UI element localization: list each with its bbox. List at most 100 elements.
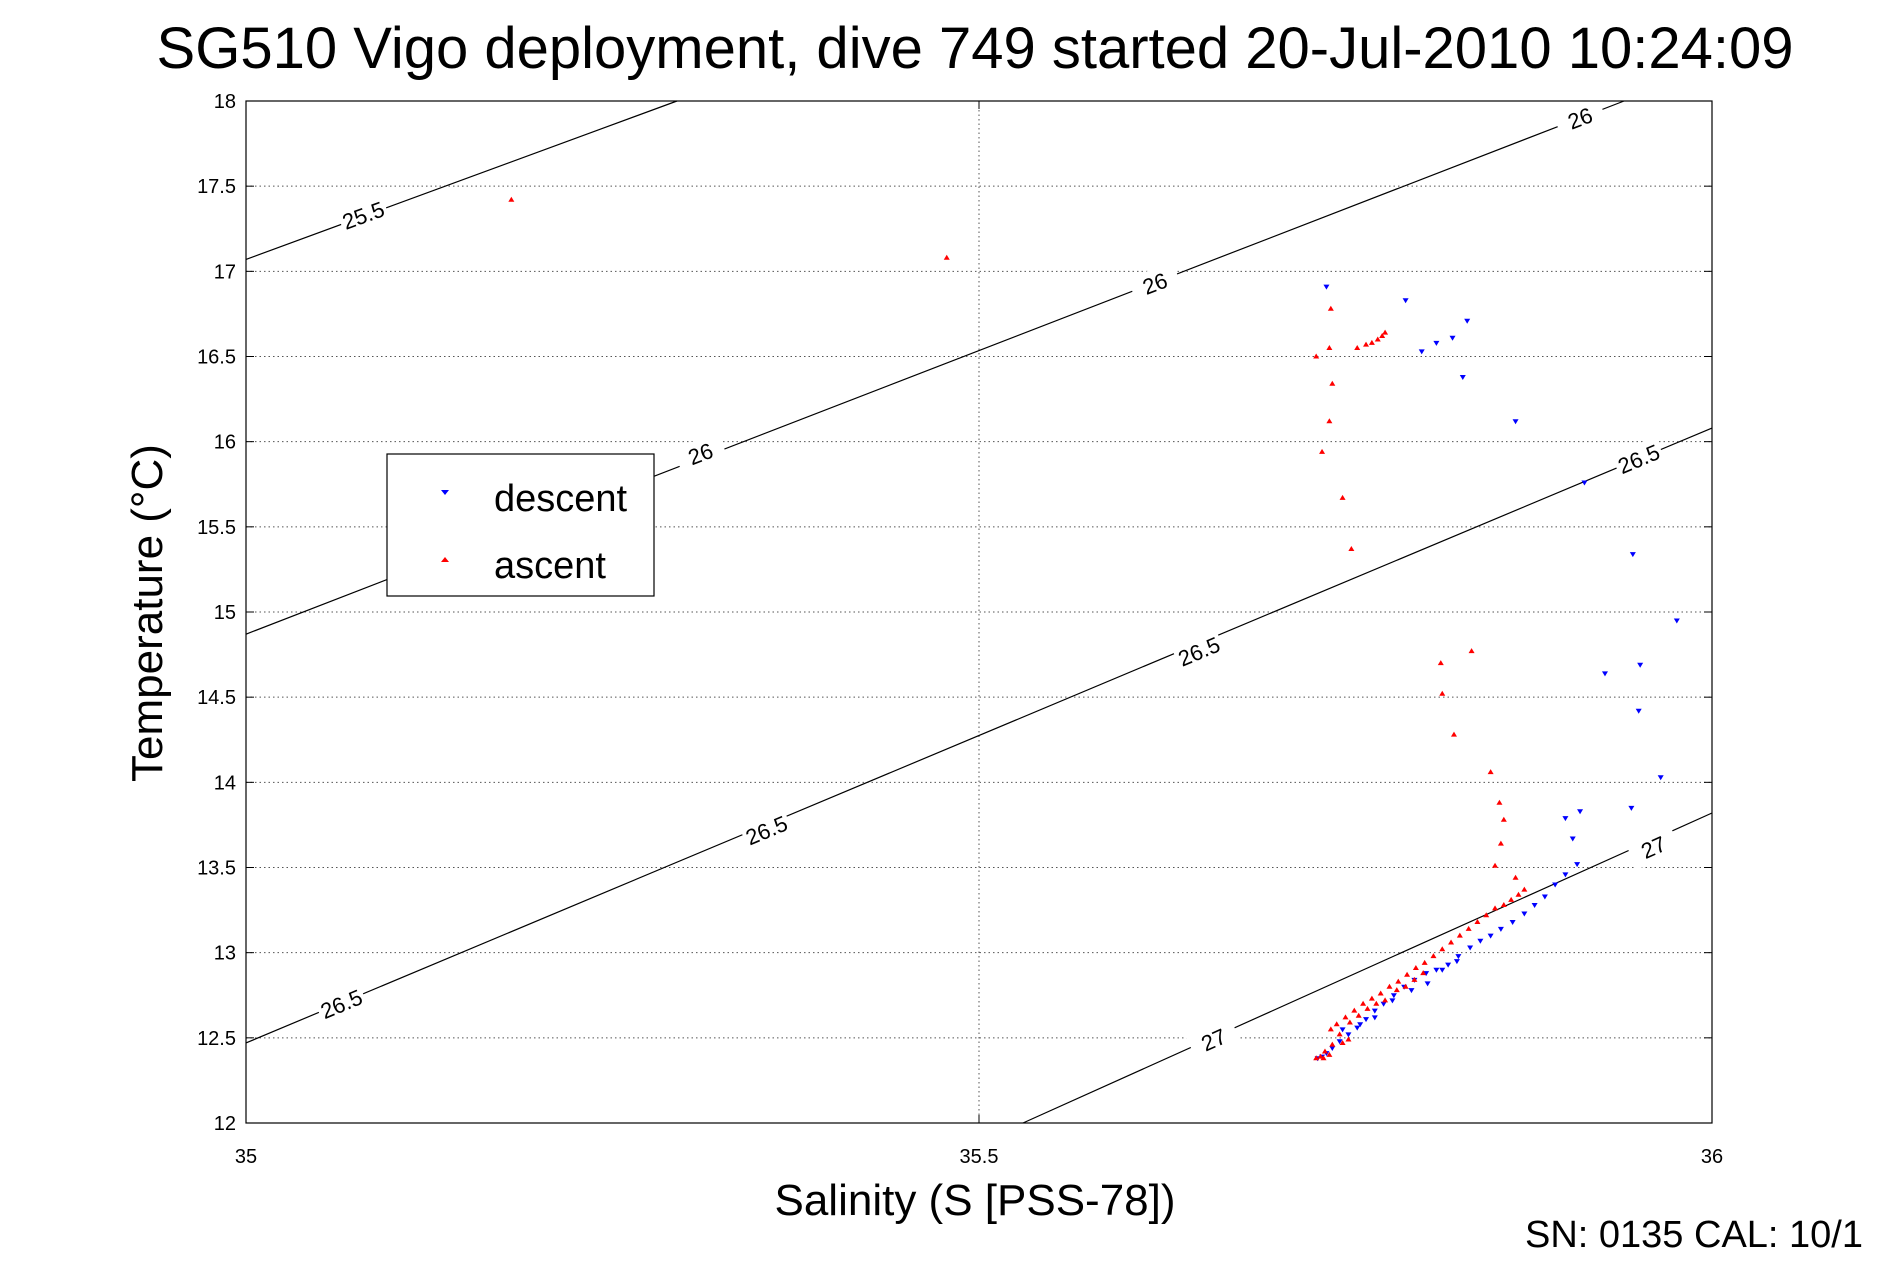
descent-point [1418, 349, 1425, 355]
ascent-point [1395, 978, 1402, 984]
ascent-point [1448, 939, 1455, 945]
descent-point [1339, 1027, 1346, 1033]
ascent-point [1360, 1000, 1367, 1006]
ascent-point [1377, 990, 1384, 996]
ascent-point [1468, 648, 1475, 654]
grid [245, 100, 1713, 1124]
ascent-point [1374, 336, 1381, 342]
ascent-point [1329, 1041, 1336, 1047]
descent-point [1467, 945, 1474, 951]
legend-box [386, 453, 655, 597]
ascent-point [1339, 494, 1346, 500]
ascent-point [1515, 891, 1522, 897]
ascent-point [1508, 896, 1515, 902]
ascent-point [1492, 905, 1499, 911]
descent-point [1453, 959, 1460, 965]
contour-label-bg [673, 431, 728, 476]
descent-point [1329, 1046, 1336, 1052]
descent-point [1357, 1022, 1364, 1028]
descent-point [1363, 1017, 1370, 1023]
axis-ticks: 12 12.5 13 13.5 14 14.5 15 15.5 16 16.5 17 17.5 18 35… [197, 91, 1723, 1168]
y-axis-label: Temperature (°C) [123, 444, 172, 782]
chart-title: SG510 Vigo deployment, dive 749 started … [157, 16, 1794, 81]
descent-point [1521, 911, 1528, 917]
ascent-point [1382, 997, 1389, 1003]
descent-point [1449, 335, 1456, 341]
descent-point [1531, 902, 1538, 908]
ascent-point [1474, 919, 1481, 925]
descent-point [1569, 836, 1576, 842]
ascent-point [1319, 448, 1326, 454]
data-points [508, 196, 1680, 1062]
ascent-point [1351, 1007, 1358, 1013]
descent-point [1574, 862, 1581, 868]
descent-point [1477, 938, 1484, 944]
ascent-point [1487, 769, 1494, 775]
contour-label-bg [1127, 261, 1183, 305]
ascent-point [1386, 983, 1393, 989]
descent-point [1433, 340, 1440, 346]
ascent-point [508, 196, 515, 202]
serial-calibration-text: SN: 0135 CAL: 10/1 [1525, 1214, 1863, 1256]
y-tick-label: 15.5 [197, 517, 236, 539]
ascent-point [1492, 862, 1499, 868]
descent-point [1424, 981, 1431, 987]
contour-label-bg [1185, 1016, 1242, 1063]
contour-line-26.5 [245, 427, 1713, 1044]
descent-point [1455, 954, 1462, 960]
ascent-point [1500, 816, 1507, 822]
descent-point [1577, 809, 1584, 815]
ascent-point [1368, 339, 1375, 345]
ascent-point [1439, 690, 1446, 696]
descent-point [1628, 805, 1635, 811]
ascent-point [1327, 305, 1334, 311]
ascent-point [1317, 1053, 1324, 1059]
contour-label-bg [335, 193, 391, 237]
ascent-point [1439, 946, 1446, 952]
descent-point [1354, 1025, 1361, 1031]
ascent-point [1345, 1036, 1352, 1042]
ascent-point [1497, 840, 1504, 846]
descent-point [1637, 662, 1644, 668]
descent-point [1509, 920, 1516, 926]
contour-label-bg [1625, 824, 1681, 870]
y-tick-label: 17.5 [197, 176, 236, 198]
y-tick-label: 16 [214, 432, 236, 454]
ascent-point [1465, 925, 1472, 931]
descent-point [1562, 872, 1569, 878]
ascent-point [1437, 660, 1444, 666]
ascent-point [1421, 959, 1428, 965]
contour-line-25.5 [245, 100, 678, 260]
ascent-point [1364, 1005, 1371, 1011]
ascent-point [1379, 333, 1386, 339]
x-tick-label: 35.5 [960, 1146, 999, 1168]
descent-point [1408, 988, 1415, 994]
descent-point [1380, 1001, 1387, 1007]
descent-point [1445, 962, 1452, 968]
descent-point [1635, 708, 1642, 714]
ascent-point [1411, 976, 1418, 982]
y-tick-label: 12.5 [197, 1028, 236, 1050]
contour-label-bg [313, 981, 369, 1026]
ascent-point [1373, 1000, 1380, 1006]
ascent-point [1327, 1026, 1334, 1032]
ascent-point [1382, 329, 1389, 335]
ascent-point [1456, 932, 1463, 938]
legend-descent-marker [441, 490, 449, 495]
ascent-point [1333, 1021, 1340, 1027]
ascent-point [1321, 1048, 1328, 1054]
descent-point [1673, 618, 1680, 624]
contour-line-27 [1022, 812, 1713, 1124]
descent-point [1371, 1008, 1378, 1014]
legend-ascent-marker [441, 557, 449, 562]
legend-descent-label: descent [494, 478, 628, 520]
y-tick-label: 13 [214, 943, 236, 965]
y-tick-label: 14.5 [197, 687, 236, 709]
ascent-point [1402, 983, 1409, 989]
x-tick-label: 35 [235, 1146, 257, 1168]
contour-label-bg [738, 807, 794, 853]
descent-point [1497, 926, 1504, 932]
ascent-point [1404, 971, 1411, 977]
ascent-point [1348, 545, 1355, 551]
